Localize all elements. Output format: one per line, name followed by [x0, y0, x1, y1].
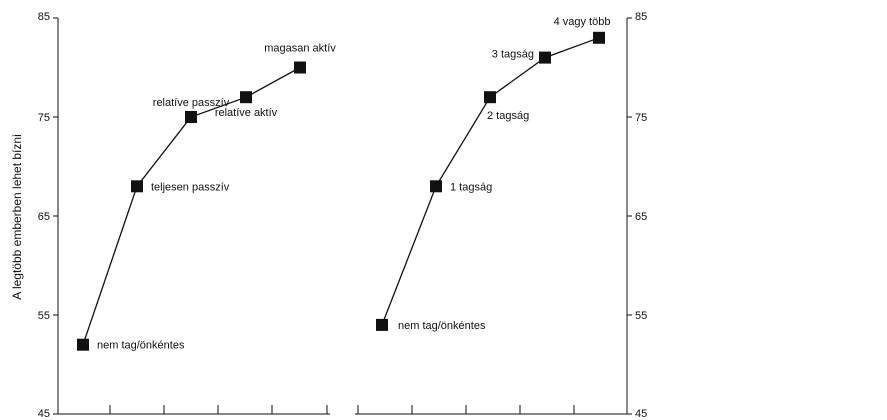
panel2-data-point [430, 180, 442, 193]
panel2-y-tick-label: 85 [635, 11, 647, 23]
panel1-data-label: relatíve aktív [215, 107, 278, 119]
panel1-y-tick-label: 65 [38, 211, 50, 223]
y-axis-title: A legtöbb emberben lehet bízni [10, 134, 24, 299]
panel1-data-point [185, 111, 197, 123]
panel1-data-point [131, 180, 143, 193]
panel1-data-label: teljesen passzív [151, 181, 230, 193]
panel2-y-tick-label: 65 [635, 211, 647, 223]
panel2-y-tick-label: 55 [635, 310, 647, 322]
panel2-data-label: 3 tagság [492, 49, 534, 61]
panel1-data-point [294, 61, 306, 74]
panel2-data-point [539, 51, 551, 64]
panel2-y-tick-label: 75 [635, 112, 647, 124]
panel2-data-point [484, 91, 496, 104]
panel2-data-label: 1 tagság [450, 181, 492, 193]
panel1-data-point [240, 91, 252, 104]
panel2-data-label: 4 vagy több [554, 16, 611, 28]
panel1-y-tick-label: 75 [38, 112, 50, 124]
panel2-data-point [376, 318, 388, 331]
panel1-data-label: relatíve passzív [153, 97, 230, 109]
panel2-data-label: 2 tagság [487, 110, 529, 122]
panel1-data-label: magasan aktív [264, 43, 336, 55]
panel2-data-point [593, 31, 605, 44]
panel2-data-label: nem tag/önkéntes [398, 320, 486, 332]
panel1-data-point [77, 338, 89, 351]
panel1-y-tick-label: 85 [38, 11, 50, 23]
panel1-data-label: nem tag/önkéntes [97, 340, 185, 352]
panel1-y-tick-label: 55 [38, 310, 50, 322]
panel1-y-tick-label: 45 [38, 408, 50, 420]
panel2-y-tick-label: 45 [635, 408, 647, 420]
